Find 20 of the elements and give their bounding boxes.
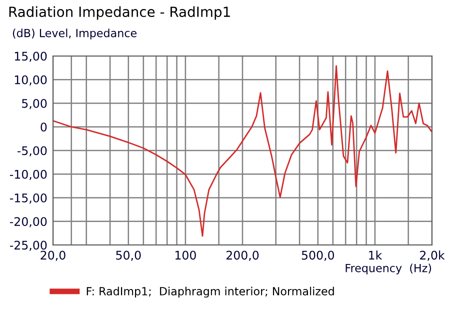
x-tick-label: 500,0 <box>302 250 334 261</box>
x-axis-title: Frequency (Hz) <box>346 264 432 274</box>
y-tick-label: 0 <box>40 122 47 132</box>
y-tick-label: -15,00 <box>10 193 47 204</box>
y-tick-label: -20,00 <box>10 217 47 228</box>
x-tick-label: 50,0 <box>116 250 141 261</box>
x-tick-label: 20,0 <box>40 250 66 261</box>
y-axis-title: (dB) Level, Impedance <box>12 28 137 40</box>
y-tick-label: 15,00 <box>14 52 47 62</box>
x-tick-label: 100 <box>175 250 196 260</box>
y-tick-label: -5,00 <box>17 146 47 156</box>
y-tick-label: -25,00 <box>10 240 47 251</box>
x-tick-label: 1k <box>369 250 382 260</box>
y-tick-label: 5,00 <box>22 98 47 110</box>
x-tick-label: 200,0 <box>226 250 259 261</box>
legend-label: F: RadImp1; Diaphragm interior; Normalized <box>86 286 334 298</box>
y-tick-label: -10,00 <box>10 170 47 180</box>
x-tick-label: 2,0k <box>420 250 445 261</box>
chart-title: Radiation Impedance - RadImp1 <box>9 6 230 20</box>
y-tick-label: 10,00 <box>14 75 47 86</box>
